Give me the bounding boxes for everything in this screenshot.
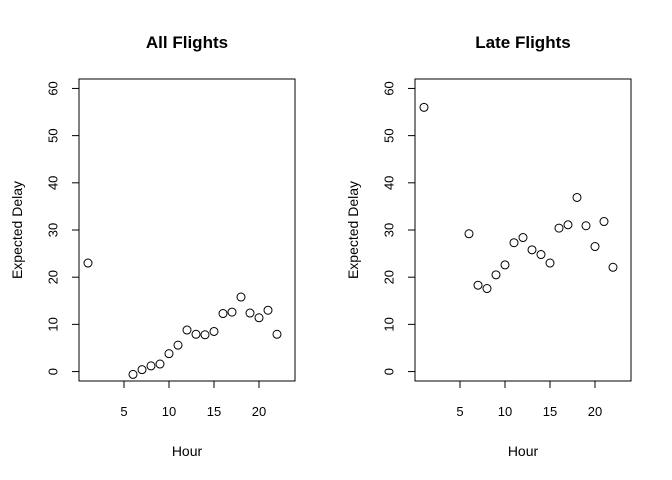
data-point-all: [218, 309, 228, 319]
data-point-late: [563, 220, 573, 230]
y-tick-label-late: 20: [382, 270, 397, 284]
data-point-all: [164, 349, 174, 359]
data-point-late: [473, 280, 483, 290]
data-point-late: [527, 245, 537, 255]
data-point-late: [608, 262, 618, 272]
x-tick-label-late: 5: [456, 404, 463, 419]
y-tick-label-late: 0: [382, 368, 397, 375]
x-axis-label-all: Hour: [172, 443, 203, 459]
data-point-all: [83, 258, 93, 268]
plot-frame-all: [78, 78, 296, 382]
y-tick-label-all: 10: [46, 317, 61, 331]
y-axis-label-late: Expected Delay: [345, 181, 361, 279]
data-point-late: [464, 229, 474, 239]
chart-title-late: Late Flights: [475, 33, 570, 52]
data-point-late: [518, 233, 528, 243]
y-tick-label-late: 50: [382, 128, 397, 142]
data-point-all: [155, 359, 165, 369]
y-tick-label-all: 50: [46, 128, 61, 142]
y-tick-label-all: 0: [46, 368, 61, 375]
data-point-all: [272, 329, 282, 339]
data-point-all: [236, 292, 246, 302]
data-point-all: [200, 330, 210, 340]
x-tick-label-late: 10: [498, 404, 512, 419]
x-tick-label-all: 10: [162, 404, 176, 419]
data-point-all: [254, 313, 264, 323]
y-tick-label-all: 30: [46, 223, 61, 237]
x-tick-label-all: 20: [252, 404, 266, 419]
data-point-late: [482, 284, 492, 294]
data-point-late: [581, 221, 591, 231]
y-axis-label-all: Expected Delay: [9, 181, 25, 279]
data-point-all: [146, 361, 156, 371]
data-point-all: [263, 305, 273, 315]
data-point-late: [509, 238, 519, 248]
data-point-all: [128, 369, 138, 379]
data-point-late: [590, 242, 600, 252]
x-tick-label-all: 15: [207, 404, 221, 419]
x-axis-label-late: Hour: [508, 443, 539, 459]
data-point-all: [209, 326, 219, 336]
chart-title-all: All Flights: [146, 33, 228, 52]
data-point-late: [419, 102, 429, 112]
x-tick-label-late: 20: [588, 404, 602, 419]
data-point-late: [500, 260, 510, 270]
y-tick-label-late: 10: [382, 317, 397, 331]
x-tick-label-all: 5: [120, 404, 127, 419]
data-point-late: [545, 258, 555, 268]
data-point-late: [491, 270, 501, 280]
plot-frame-late: [414, 78, 632, 382]
data-point-late: [536, 250, 546, 260]
y-tick-label-all: 20: [46, 270, 61, 284]
data-point-late: [572, 192, 582, 202]
data-point-all: [182, 325, 192, 335]
x-tick-label-late: 15: [543, 404, 557, 419]
data-point-all: [245, 308, 255, 318]
data-point-late: [599, 217, 609, 227]
y-tick-label-late: 30: [382, 223, 397, 237]
data-point-all: [137, 365, 147, 375]
y-tick-label-all: 60: [46, 81, 61, 95]
data-point-late: [554, 223, 564, 233]
y-tick-label-late: 40: [382, 176, 397, 190]
data-point-all: [173, 340, 183, 350]
data-point-all: [191, 329, 201, 339]
y-tick-label-late: 60: [382, 81, 397, 95]
data-point-all: [227, 307, 237, 317]
y-tick-label-all: 40: [46, 176, 61, 190]
